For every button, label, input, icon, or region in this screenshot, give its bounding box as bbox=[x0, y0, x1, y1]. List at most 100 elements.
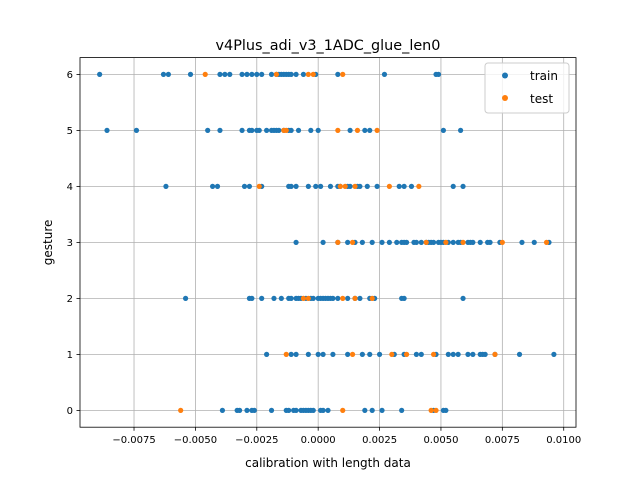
data-point-train bbox=[519, 239, 525, 245]
x-tick-label: 0.0075 bbox=[485, 435, 520, 446]
data-point-train bbox=[396, 183, 402, 189]
data-point-train bbox=[362, 407, 368, 413]
data-point-train bbox=[445, 351, 451, 357]
y-tick-label: 6 bbox=[67, 70, 73, 81]
x-tick-label: 0.0000 bbox=[301, 435, 336, 446]
data-point-train bbox=[163, 183, 169, 189]
data-point-train bbox=[345, 295, 351, 301]
data-point-train bbox=[369, 407, 375, 413]
data-point-test bbox=[337, 183, 343, 189]
data-point-test bbox=[335, 127, 341, 133]
x-tick-label: −0.0075 bbox=[112, 435, 155, 446]
data-point-train bbox=[450, 239, 456, 245]
y-tick-label: 2 bbox=[67, 294, 73, 305]
data-point-train bbox=[531, 239, 537, 245]
data-point-train bbox=[381, 71, 388, 77]
data-point-train bbox=[187, 71, 194, 77]
data-point-train bbox=[237, 407, 243, 413]
x-axis-label: calibration with length data bbox=[245, 456, 411, 470]
data-point-train bbox=[246, 183, 253, 189]
data-point-train bbox=[286, 407, 292, 413]
data-point-train bbox=[357, 295, 363, 301]
data-points bbox=[97, 71, 557, 413]
data-point-train bbox=[394, 239, 400, 245]
data-point-train bbox=[251, 407, 257, 413]
x-tick-label: 0.0025 bbox=[362, 435, 397, 446]
data-point-train bbox=[249, 295, 255, 301]
data-point-test bbox=[256, 183, 262, 189]
data-point-train bbox=[295, 127, 302, 133]
legend-label-test: test bbox=[530, 92, 553, 106]
data-point-train bbox=[276, 127, 282, 133]
data-point-train bbox=[288, 183, 294, 189]
data-point-train bbox=[335, 295, 341, 301]
data-point-train bbox=[320, 239, 326, 245]
data-point-train bbox=[418, 351, 424, 357]
data-point-train bbox=[219, 407, 226, 413]
data-point-train bbox=[327, 183, 334, 189]
data-point-test bbox=[342, 183, 348, 189]
data-point-train bbox=[133, 127, 140, 133]
data-point-train bbox=[379, 239, 385, 245]
y-tick-label: 1 bbox=[67, 350, 73, 361]
data-point-train bbox=[386, 239, 392, 245]
data-point-train bbox=[477, 239, 483, 245]
y-tick-label: 5 bbox=[67, 126, 73, 137]
data-point-train bbox=[310, 407, 316, 413]
data-point-train bbox=[401, 295, 407, 301]
data-point-test bbox=[273, 71, 280, 77]
data-point-test bbox=[430, 351, 437, 357]
y-tick-label: 4 bbox=[67, 182, 73, 193]
data-point-train bbox=[457, 127, 464, 133]
data-point-train bbox=[313, 183, 319, 189]
data-point-train bbox=[315, 351, 321, 357]
data-point-train bbox=[315, 127, 321, 133]
data-point-test bbox=[389, 351, 395, 357]
data-point-train bbox=[408, 183, 415, 189]
y-axis-label: gesture bbox=[41, 220, 55, 266]
data-point-test bbox=[283, 351, 289, 357]
data-point-train bbox=[300, 71, 307, 77]
data-point-train bbox=[217, 71, 223, 77]
data-point-test bbox=[305, 295, 311, 301]
data-point-train bbox=[320, 351, 326, 357]
data-point-test bbox=[492, 351, 498, 357]
data-point-train bbox=[97, 71, 103, 77]
data-point-train bbox=[359, 351, 365, 357]
data-point-train bbox=[379, 407, 385, 413]
data-point-test bbox=[340, 71, 346, 77]
data-point-test bbox=[416, 183, 422, 189]
x-tick-label: 0.0050 bbox=[423, 435, 458, 446]
data-point-train bbox=[259, 71, 265, 77]
data-point-train bbox=[256, 127, 262, 133]
data-point-train bbox=[357, 183, 363, 189]
data-point-train bbox=[347, 127, 353, 133]
data-point-train bbox=[165, 71, 171, 77]
data-point-train bbox=[288, 351, 294, 357]
legend-marker-train bbox=[502, 72, 508, 79]
data-point-test bbox=[386, 183, 392, 189]
y-tick-label: 0 bbox=[67, 406, 73, 417]
data-point-train bbox=[308, 127, 314, 133]
data-point-test bbox=[369, 295, 375, 301]
data-point-train bbox=[268, 407, 275, 413]
data-point-train bbox=[443, 407, 449, 413]
x-tick-label: −0.0050 bbox=[174, 435, 217, 446]
data-point-test bbox=[300, 295, 307, 301]
data-point-train bbox=[330, 295, 336, 301]
x-tick-label: −0.0025 bbox=[235, 435, 278, 446]
data-point-train bbox=[293, 183, 299, 189]
data-point-test bbox=[349, 239, 356, 245]
data-point-train bbox=[268, 71, 275, 77]
data-point-test bbox=[443, 239, 449, 245]
y-tick-label: 3 bbox=[67, 238, 73, 249]
data-point-test bbox=[499, 239, 505, 245]
data-point-train bbox=[244, 407, 250, 413]
chart-title: v4Plus_adi_v3_1ADC_glue_len0 bbox=[216, 38, 441, 54]
data-point-train bbox=[401, 183, 407, 189]
y-axis: 0 1 2 3 4 5 6 bbox=[67, 70, 80, 417]
data-point-test bbox=[349, 351, 356, 357]
data-point-train bbox=[293, 71, 299, 77]
data-point-train bbox=[249, 127, 255, 133]
